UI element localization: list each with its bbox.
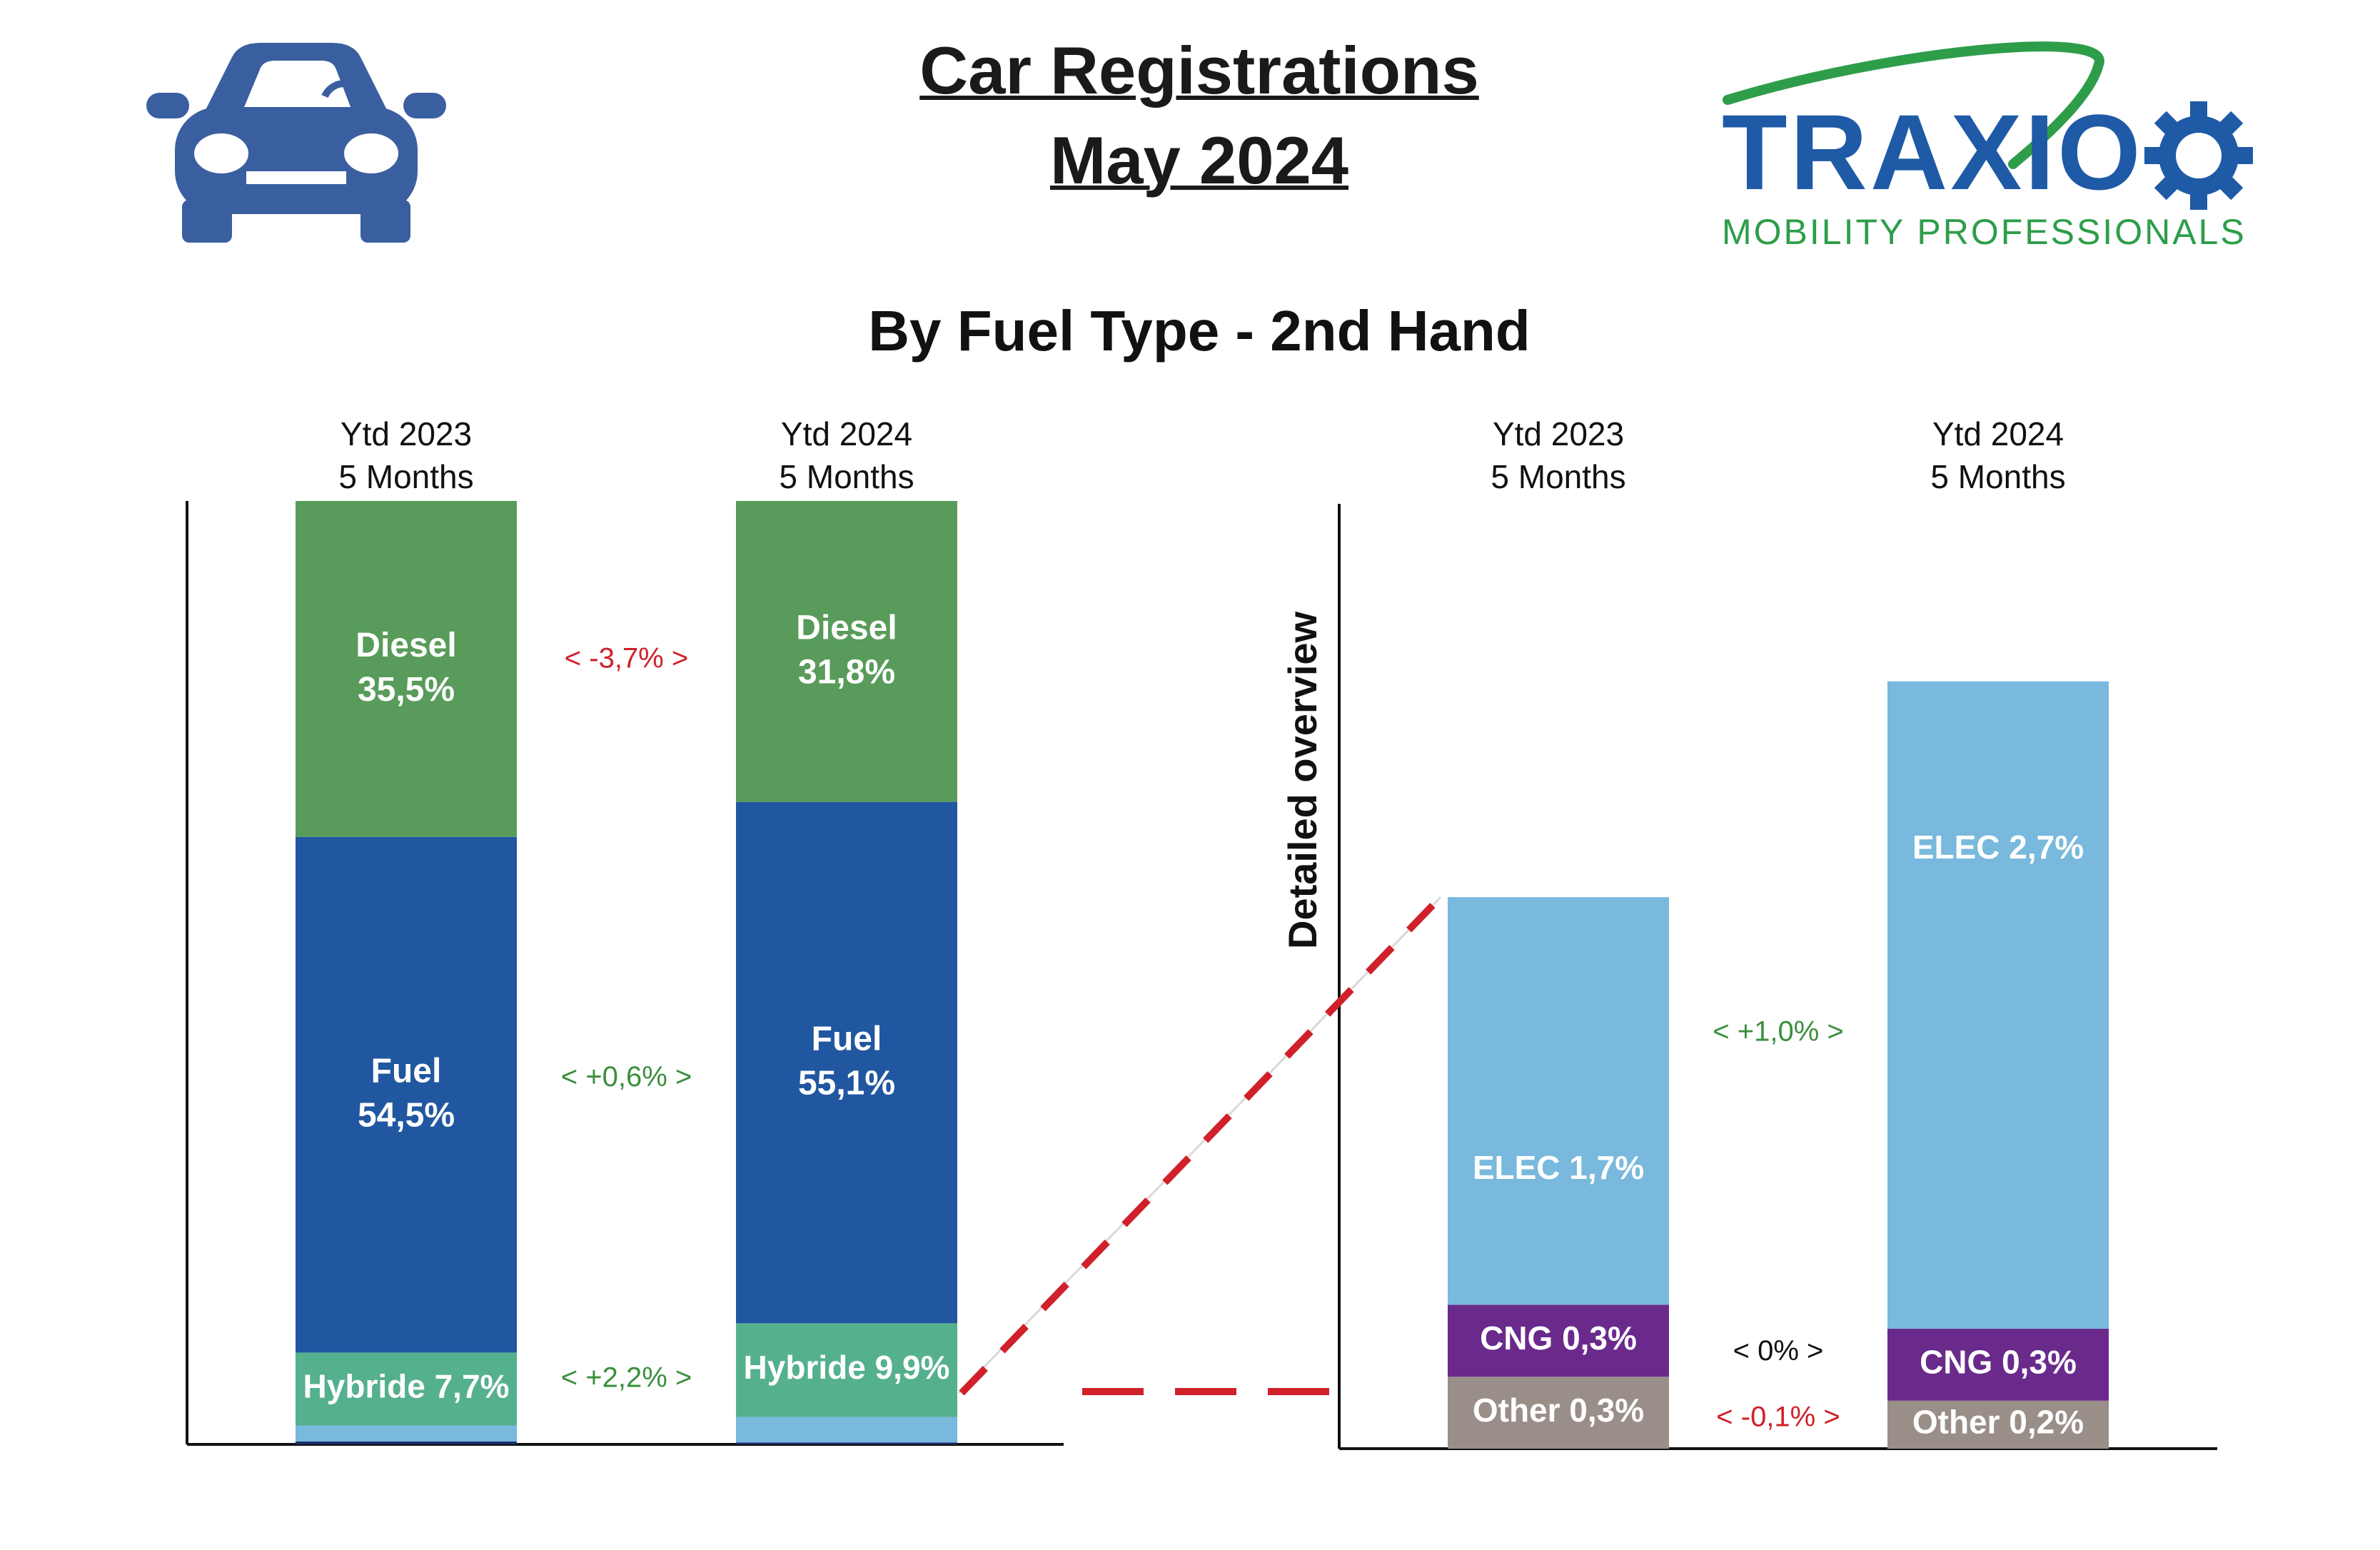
label-fuel-name-1: Fuel — [812, 1020, 882, 1058]
label-cng-1: CNG 0,3% — [1920, 1344, 2077, 1381]
bar-elec-1 — [736, 1417, 957, 1443]
bar-other-0 — [1448, 1377, 1669, 1449]
label-cng-0: CNG 0,3% — [1480, 1319, 1637, 1357]
car-headlight-left — [194, 133, 248, 173]
delta-label-hybride: < +2,2% > — [561, 1362, 692, 1394]
category-label-line1-detailed-0: Ytd 2023 — [1493, 415, 1624, 452]
label-other-1: Other 0,2% — [1912, 1404, 2084, 1441]
delta-label-detailed-cng: < 0% > — [1733, 1335, 1824, 1367]
chart-subtitle: By Fuel Type - 2nd Hand — [868, 299, 1531, 363]
car-body — [175, 107, 418, 214]
car-grille — [246, 171, 346, 184]
delta-label-detailed-elec: < +1,0% > — [1713, 1016, 1843, 1048]
chart-detailed: Other 0,3% CNG 0,3% ELEC 1,7% Ytd 2023 5 Mon… — [1338, 415, 2217, 1450]
logo-tagline: MOBILITY PROFESSIONALS — [1722, 212, 2247, 252]
bar-cng-0 — [1448, 1305, 1669, 1377]
bar-other-1 — [1887, 1400, 2109, 1449]
label-diesel-value-1: 31,8% — [798, 654, 895, 692]
bar-diesel-1 — [736, 501, 957, 802]
label-fuel-value-1: 55,1% — [798, 1065, 895, 1103]
bar-cng-1 — [1887, 1329, 2109, 1401]
delta-label-fuel: < +0,6% > — [561, 1061, 692, 1093]
car-headlight-right — [344, 133, 398, 173]
car-wheel-mark — [321, 80, 368, 98]
page-title-line1: Car Registrations — [919, 33, 1479, 108]
car-wheel-left — [182, 200, 232, 243]
label-diesel-value-0: 35,5% — [358, 671, 455, 709]
car-mirror-right — [403, 93, 446, 118]
bar-hybride-1 — [736, 1323, 957, 1417]
category-label-line1-detailed-1: Ytd 2024 — [1932, 415, 2064, 452]
label-diesel-name-1: Diesel — [796, 609, 897, 647]
delta-label-diesel: < -3,7% > — [565, 643, 688, 674]
car-windshield — [243, 61, 352, 111]
category-label-line2-detailed-0: 5 Months — [1491, 458, 1625, 495]
gear-hole — [2176, 133, 2222, 178]
bar-other_small-1 — [736, 1442, 957, 1444]
label-hybride-1: Hybride 9,9% — [744, 1349, 950, 1386]
category-label-line1-1: Ytd 2024 — [781, 415, 912, 452]
label-fuel-name-0: Fuel — [371, 1053, 442, 1090]
bar-hybride-0 — [296, 1352, 517, 1426]
bar-fuel-0 — [296, 836, 517, 1353]
category-label-line1-0: Ytd 2023 — [341, 415, 472, 452]
zoom-connector — [957, 894, 1443, 1396]
bar-other_small-0 — [296, 1442, 517, 1444]
bar-elec-1 — [1887, 681, 2109, 1329]
label-diesel-name-0: Diesel — [356, 627, 456, 664]
detailed-overview-label: Detailed overview — [1280, 611, 1325, 949]
category-label-line2-1: 5 Months — [779, 458, 914, 495]
traxio-logo: TRAXIO MOBILITY PROFESSIONALS — [1713, 21, 2256, 250]
label-elec-1: ELEC 2,7% — [1912, 829, 2084, 866]
bar-elec-0 — [296, 1425, 517, 1442]
logo-word: TRAXIO — [1722, 92, 2144, 212]
label-elec-0: ELEC 1,7% — [1473, 1149, 1644, 1186]
page-title-line2: May 2024 — [1049, 123, 1349, 198]
bar-fuel-1 — [736, 801, 957, 1324]
logo-swoosh — [1723, 41, 2104, 169]
category-label-line2-detailed-1: 5 Months — [1930, 458, 2065, 495]
car-wheel-right — [360, 200, 410, 243]
zoom-guide-line — [957, 896, 1442, 1394]
label-fuel-value-0: 54,5% — [358, 1097, 455, 1135]
bar-elec-0 — [1448, 897, 1669, 1305]
gear-icon — [2144, 101, 2253, 210]
category-label-line2-0: 5 Months — [338, 458, 473, 495]
label-hybride-0: Hybride 7,7% — [303, 1368, 510, 1405]
car-icon — [146, 43, 446, 243]
delta-label-detailed-other: < -0,1% > — [1716, 1402, 1840, 1433]
bar-diesel-0 — [296, 501, 517, 837]
label-other-0: Other 0,3% — [1473, 1392, 1644, 1429]
car-mirror-left — [146, 93, 189, 118]
chart-main: Hybride 7,7% Fuel 54,5% Diesel 35,5% Ytd 2023… — [186, 415, 1064, 1446]
